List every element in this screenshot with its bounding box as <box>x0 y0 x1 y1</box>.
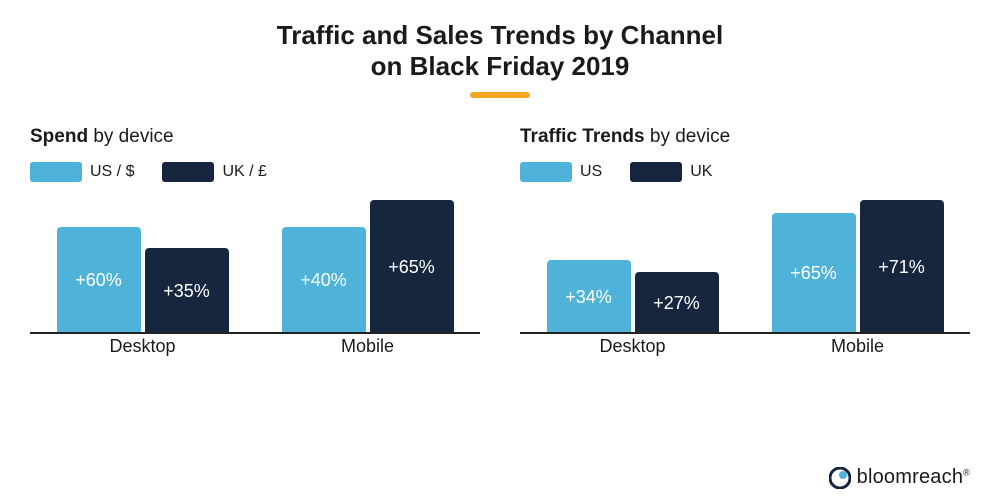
category-mobile-2: Mobile <box>745 334 970 356</box>
legend-swatch-uk <box>162 162 214 182</box>
legend-label-uk: UK / £ <box>222 163 266 181</box>
chart-spend-baseline <box>30 332 480 334</box>
legend-label-us: US / $ <box>90 163 134 181</box>
bars-desktop: +60% +35% <box>30 200 255 334</box>
brand-logo: bloomreach® <box>829 466 970 489</box>
title-line-1: Traffic and Sales Trends by Channel <box>30 20 970 51</box>
bar-mobile-us: +40% <box>282 227 366 334</box>
chart-traffic-legend: US UK <box>520 162 970 182</box>
chart-spend-legend: US / $ UK / £ <box>30 162 480 182</box>
chart-traffic: Traffic Trends by device US UK +34% <box>520 126 970 356</box>
chart-traffic-title-bold: Traffic Trends <box>520 126 645 147</box>
chart-traffic-baseline <box>520 332 970 334</box>
title-line-2: on Black Friday 2019 <box>30 51 970 82</box>
chart-spend-title-light: by device <box>88 126 174 147</box>
brand-logo-icon <box>829 467 851 489</box>
brand-registered-icon: ® <box>963 467 970 477</box>
bar-mobile-us-2: +65% <box>772 213 856 334</box>
chart-spend-title-bold: Spend <box>30 126 88 147</box>
bars-mobile-2: +65% +71% <box>745 200 970 334</box>
category-mobile: Mobile <box>255 334 480 356</box>
legend-item-us-2: US <box>520 162 602 182</box>
title-underline <box>470 92 530 98</box>
bars-desktop-2: +34% +27% <box>520 200 745 334</box>
category-desktop: Desktop <box>30 334 255 356</box>
legend-item-us: US / $ <box>30 162 134 182</box>
category-desktop-2: Desktop <box>520 334 745 356</box>
bar-desktop-uk: +35% <box>145 248 229 334</box>
bar-desktop-us: +60% <box>57 227 141 334</box>
chart-spend-plot: +60% +35% Desktop +40% +65% Mobile <box>30 200 480 356</box>
bar-mobile-uk: +65% <box>370 200 454 334</box>
legend-swatch-us-2 <box>520 162 572 182</box>
bars-mobile: +40% +65% <box>255 200 480 334</box>
brand-logo-text: bloomreach® <box>857 466 970 489</box>
legend-label-us-2: US <box>580 163 602 181</box>
chart-traffic-plot: +34% +27% Desktop +65% +71% Mobile <box>520 200 970 356</box>
chart-traffic-title-light: by device <box>645 126 731 147</box>
chart-spend-title: Spend by device <box>30 126 480 148</box>
brand-name: bloomreach <box>857 466 964 488</box>
bar-desktop-us-2: +34% <box>547 260 631 334</box>
infographic-page: Traffic and Sales Trends by Channel on B… <box>0 0 1000 501</box>
chart-spend: Spend by device US / $ UK / £ +60% <box>30 126 480 356</box>
legend-swatch-us <box>30 162 82 182</box>
bar-mobile-uk-2: +71% <box>860 200 944 334</box>
legend-item-uk-2: UK <box>630 162 712 182</box>
legend-label-uk-2: UK <box>690 163 712 181</box>
legend-item-uk: UK / £ <box>162 162 266 182</box>
bar-desktop-uk-2: +27% <box>635 272 719 334</box>
title-block: Traffic and Sales Trends by Channel on B… <box>30 20 970 98</box>
chart-traffic-title: Traffic Trends by device <box>520 126 970 148</box>
charts-row: Spend by device US / $ UK / £ +60% <box>30 126 970 356</box>
legend-swatch-uk-2 <box>630 162 682 182</box>
